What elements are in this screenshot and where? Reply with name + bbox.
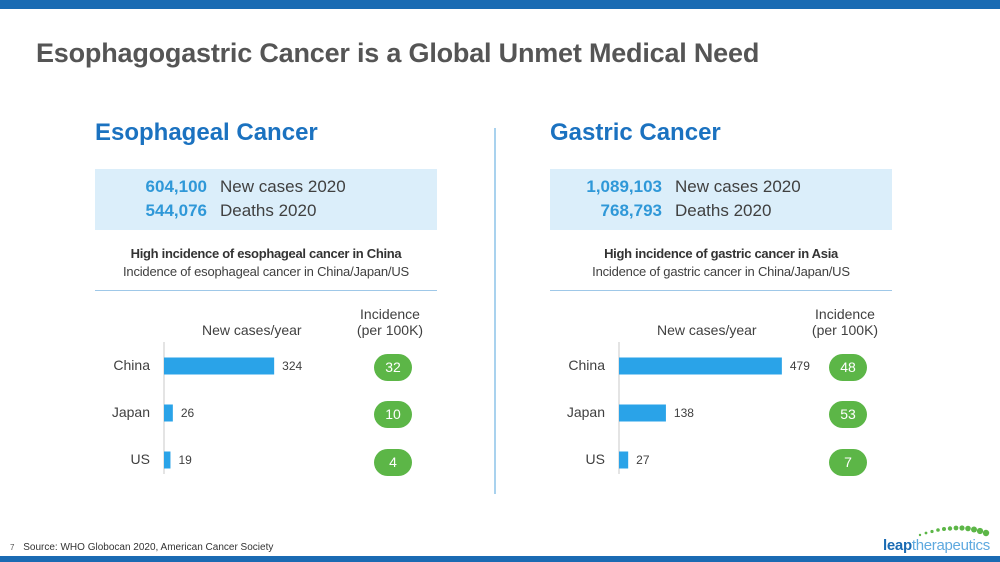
- category-label: China: [568, 357, 605, 373]
- source-note: Source: WHO Globocan 2020, American Canc…: [23, 542, 274, 553]
- logo-dot: [965, 525, 971, 532]
- stat-value: 604,100: [145, 177, 207, 196]
- incidence-bubble-china: 32: [374, 354, 412, 381]
- logo-dot: [947, 526, 953, 531]
- gastric-bar-chart: China 479 Japan 138 US 27: [567, 342, 810, 474]
- new-cases-header: New cases/year: [202, 322, 302, 338]
- stat-row-deaths: 768,793 Deaths 2020: [550, 201, 892, 225]
- category-label: Japan: [567, 404, 605, 420]
- esophageal-bar-chart: China 324 Japan 26 US 19: [112, 342, 303, 474]
- bar-value-label: 138: [674, 406, 694, 420]
- bottom-accent-bar: [0, 556, 1000, 562]
- bar: [619, 357, 782, 375]
- stat-row-new-cases: 1,089,103 New cases 2020: [550, 177, 892, 201]
- stat-label: Deaths 2020: [220, 201, 317, 220]
- bar-value-label: 479: [790, 359, 810, 373]
- company-logo: leaptherapeutics: [883, 523, 993, 557]
- bar: [164, 357, 275, 375]
- incidence-bubble-us: 7: [829, 449, 867, 476]
- bar: [164, 451, 171, 469]
- bar-value-label: 19: [178, 453, 192, 467]
- stat-value: 544,076: [145, 201, 207, 220]
- stat-row-deaths: 544,076 Deaths 2020: [95, 201, 437, 225]
- page-number: 7: [10, 543, 15, 552]
- bar-value-label: 324: [282, 359, 302, 373]
- incidence-header: Incidence (per 100K): [805, 306, 885, 338]
- section-rule: [550, 290, 892, 291]
- category-label: US: [586, 451, 605, 467]
- logo-wordmark: leaptherapeutics: [883, 537, 990, 554]
- incidence-bubble-japan: 10: [374, 401, 412, 428]
- incidence-bubble-japan: 53: [829, 401, 867, 428]
- panel-heading: Esophageal Cancer: [95, 119, 318, 146]
- category-label: China: [113, 357, 150, 373]
- chart-description: Incidence of esophageal cancer in China/…: [123, 264, 409, 279]
- logo-dot: [959, 525, 965, 531]
- incidence-header-line2: (per 100K): [356, 322, 424, 338]
- panel-heading: Gastric Cancer: [550, 119, 721, 146]
- stat-label: New cases 2020: [220, 177, 346, 196]
- chart-description: Incidence of gastric cancer in China/Jap…: [592, 264, 850, 279]
- slide-title: Esophagogastric Cancer is a Global Unmet…: [36, 38, 760, 68]
- stat-value: 768,793: [600, 201, 662, 220]
- stats-box: 604,100 New cases 2020 544,076 Deaths 20…: [95, 169, 437, 230]
- stat-row-new-cases: 604,100 New cases 2020: [95, 177, 437, 201]
- section-rule: [95, 290, 437, 291]
- category-label: Japan: [112, 404, 150, 420]
- top-accent-bar: [0, 0, 1000, 9]
- logo-dot: [953, 525, 959, 531]
- stat-label: Deaths 2020: [675, 201, 772, 220]
- logo-dots-icon: [918, 525, 990, 537]
- chart-subtitle: High incidence of gastric cancer in Asia: [604, 246, 838, 261]
- incidence-header-line1: Incidence: [360, 306, 420, 322]
- panel-divider: [494, 128, 496, 494]
- category-label: US: [131, 451, 150, 467]
- logo-dot: [918, 533, 922, 537]
- bar: [619, 451, 629, 469]
- logo-part-leap: leap: [883, 537, 912, 554]
- logo-part-therapeutics: therapeutics: [911, 537, 990, 554]
- gastric-panel: Gastric Cancer 1,089,103 New cases 2020 …: [455, 0, 915, 562]
- logo-dot: [930, 529, 934, 534]
- new-cases-header: New cases/year: [657, 322, 757, 338]
- logo-dot: [982, 529, 990, 537]
- incidence-header-line1: Incidence: [815, 306, 875, 322]
- chart-subtitle: High incidence of esophageal cancer in C…: [130, 246, 402, 261]
- incidence-header: Incidence (per 100K): [350, 306, 430, 338]
- logo-dot: [971, 526, 977, 533]
- logo-dot: [936, 528, 940, 532]
- bar-value-label: 27: [636, 453, 650, 467]
- stats-box: 1,089,103 New cases 2020 768,793 Deaths …: [550, 169, 892, 230]
- incidence-header-line2: (per 100K): [811, 322, 879, 338]
- stat-label: New cases 2020: [675, 177, 801, 196]
- logo-dot: [924, 531, 928, 535]
- incidence-bubble-us: 4: [374, 449, 412, 476]
- esophageal-panel: Esophageal Cancer 604,100 New cases 2020…: [0, 0, 460, 562]
- bar: [164, 404, 173, 422]
- logo-dot: [976, 527, 984, 535]
- footer: 7 Source: WHO Globocan 2020, American Ca…: [10, 542, 273, 553]
- incidence-bubble-china: 48: [829, 354, 867, 381]
- stat-value: 1,089,103: [586, 177, 662, 196]
- bar-value-label: 26: [181, 406, 195, 420]
- logo-dot: [942, 527, 946, 531]
- bar: [619, 404, 666, 422]
